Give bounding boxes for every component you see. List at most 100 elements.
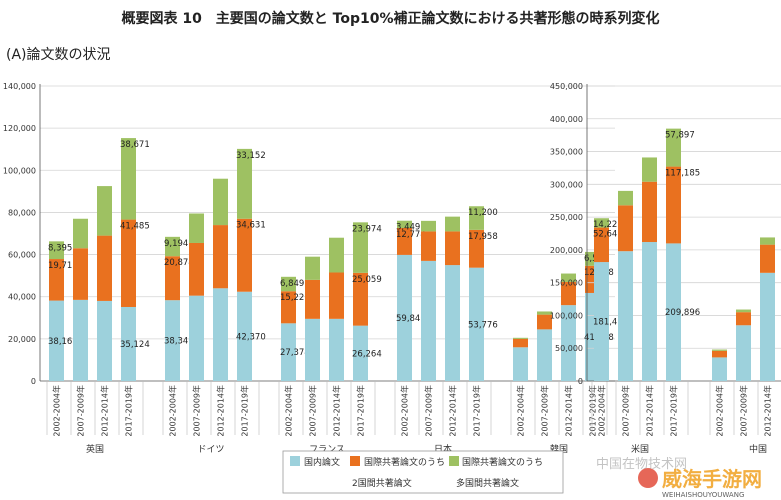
bar-segment-intl2: [561, 281, 576, 306]
bar-segment-intl2: [305, 279, 320, 319]
data-label: 181,429: [593, 318, 628, 328]
bar-segment-intl2: [537, 314, 552, 330]
y-tick-label: 140,000: [3, 82, 36, 91]
bar-segment-domestic: [97, 300, 112, 381]
x-period-label: 2007-2009年: [424, 385, 434, 437]
group-label: 米国: [631, 443, 649, 455]
x-period-label: 2012-2014年: [645, 385, 655, 437]
bar-segment-intlMulti: [97, 186, 112, 236]
y-tick-label: 120,000: [3, 124, 36, 133]
x-period-label: 2017-2019年: [588, 385, 598, 437]
x-period-label: 2007-2009年: [621, 385, 631, 437]
data-label: 52,641: [593, 230, 623, 240]
legend-swatch-intlmulti: [449, 456, 459, 466]
bar-segment-domestic: [736, 325, 751, 381]
y-tick-label: 100,000: [3, 166, 36, 175]
bar-segment-intlMulti: [642, 157, 657, 182]
legend-label-intl2-line1: 国際共著論文のうち: [364, 456, 445, 468]
bar-segment-intl2: [445, 231, 460, 266]
bar-segment-intlMulti: [397, 220, 412, 228]
bar-segment-domestic: [281, 323, 296, 381]
bar-segment-intlMulti: [537, 311, 552, 315]
y-tick-label: 40,000: [8, 293, 36, 302]
bar-segment-intlMulti: [305, 256, 320, 280]
bar-segment-domestic: [513, 347, 528, 381]
figure-subtitle: (A)論文数の状況: [6, 47, 111, 63]
bar-segment-intl2: [237, 218, 252, 292]
x-period-label: 2017-2019年: [240, 385, 250, 437]
bar-segment-intlMulti: [353, 222, 368, 273]
bar-segment-domestic: [561, 305, 576, 381]
bar-segment-intl2: [353, 272, 368, 326]
bar-segment-intlMulti: [618, 190, 633, 206]
watermark-text-2: 威海手游网: [662, 467, 762, 491]
data-label: 9,194: [164, 239, 188, 249]
bar-segment-intlMulti: [712, 349, 727, 351]
bar-segment-domestic: [445, 265, 460, 381]
bar-segment-domestic: [666, 243, 681, 381]
bar-segment-domestic: [165, 300, 180, 381]
y-tick-label: 450,000: [550, 82, 583, 91]
data-label: 38,347: [164, 337, 194, 347]
data-label: 11,200: [468, 208, 498, 218]
bar-segment-intlMulti: [561, 273, 576, 282]
data-label: 25,059: [352, 275, 382, 285]
bar-segment-domestic: [594, 262, 609, 381]
data-label: 20,874: [164, 258, 194, 268]
group-label: 韓国: [550, 444, 568, 455]
x-period-label: 2007-2009年: [76, 385, 86, 437]
bar-segment-intl2: [760, 244, 775, 273]
bar-segment-intlMulti: [281, 276, 296, 292]
bar-segment-intlMulti: [666, 128, 681, 167]
bar-segment-domestic: [305, 318, 320, 381]
bar-segment-domestic: [237, 291, 252, 381]
bar-segment-domestic: [397, 254, 412, 381]
bar-segment-intlMulti: [760, 237, 775, 245]
x-period-label: 2017-2019年: [356, 385, 366, 437]
watermark: 中国在物技术网 威海手游网 WEIHAISHOUYOUWANG: [596, 457, 762, 499]
legend-label-intl2-line2: 2国間共著論文: [352, 477, 412, 489]
bar-segment-intlMulti: [445, 216, 460, 232]
right-chart: 0 50,000 100,000 150,000 200,000 250,000 300,0…: [550, 82, 781, 455]
bar-segment-intl2: [594, 227, 609, 263]
bar-segment-intlMulti: [121, 138, 136, 220]
legend-label-intlmulti-line2: 多国間共著論文: [456, 477, 519, 489]
y-tick-label: 200,000: [550, 246, 583, 255]
bar-segment-domestic: [469, 267, 484, 381]
x-period-label: 2017-2019年: [669, 385, 679, 437]
y-tick-label: 350,000: [550, 148, 583, 157]
x-period-label: 2002-2004年: [284, 385, 294, 437]
bar-segment-intlMulti: [469, 206, 484, 230]
bar-segment-intl2: [736, 312, 751, 326]
bar-segment-domestic: [213, 288, 228, 381]
legend-frame: [282, 450, 564, 494]
bar-segment-intl2: [642, 181, 657, 243]
data-label: 38,671: [120, 140, 150, 150]
data-label: 14,222: [593, 220, 623, 230]
bar-segment-domestic: [760, 272, 775, 381]
group-label: ドイツ: [197, 445, 224, 455]
y-tick-label: 400,000: [550, 115, 583, 124]
y-tick-label: 0: [31, 377, 36, 386]
bar-segment-intl2: [712, 350, 727, 358]
data-label: 27,374: [280, 348, 310, 358]
bar-segment-intlMulti: [329, 237, 344, 273]
figure-title: 概要図表 10 主要国の論文数と Top10%補正論文数における共著形態の時系列…: [121, 11, 660, 27]
bar-segment-intl2: [49, 259, 64, 301]
group-label: フランス: [309, 444, 345, 455]
bar-segment-domestic: [642, 242, 657, 381]
data-label: 15,226: [280, 293, 310, 303]
y-tick-label: 100,000: [550, 311, 583, 320]
x-period-label: 2007-2009年: [540, 385, 550, 437]
data-label: 41,485: [120, 222, 150, 232]
legend-swatch-intl2: [350, 456, 360, 466]
bar-segment-intlMulti: [73, 218, 88, 249]
bar-segment-domestic: [618, 251, 633, 381]
x-period-label: 2012-2014年: [100, 385, 110, 437]
bar-segment-domestic: [537, 329, 552, 381]
watermark-text-3: WEIHAISHOUYOUWANG: [662, 491, 744, 499]
bar-segment-intl2: [666, 166, 681, 244]
x-period-label: 2012-2014年: [332, 385, 342, 437]
